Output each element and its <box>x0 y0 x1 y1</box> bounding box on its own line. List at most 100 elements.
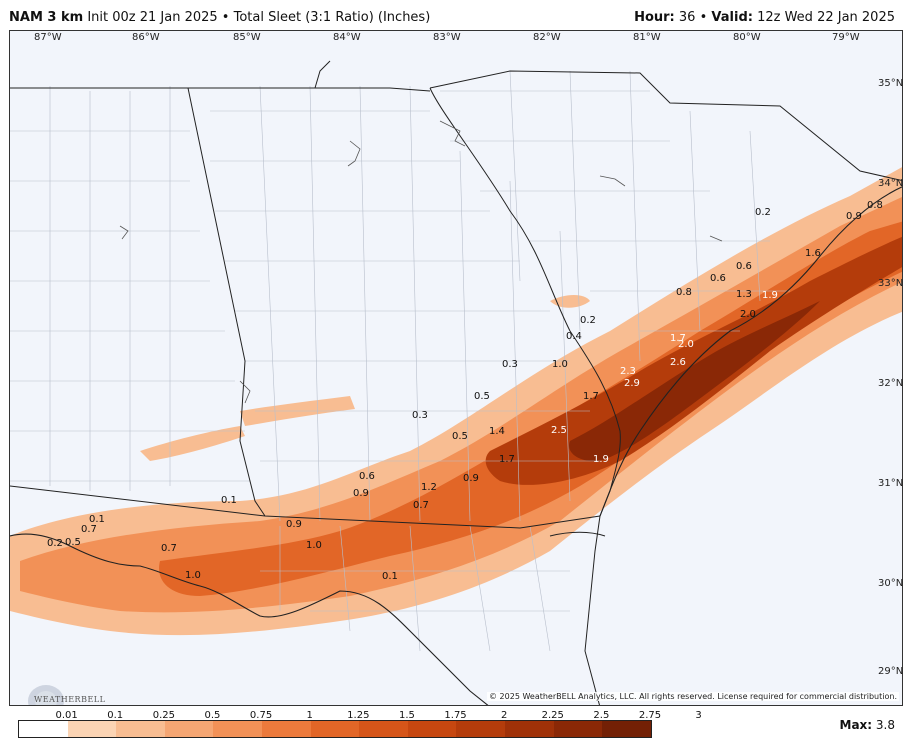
sleet-value-label: 0.9 <box>463 473 479 484</box>
color-scale-swatch <box>407 721 457 737</box>
sleet-value-label: 1.7 <box>670 333 686 344</box>
map-panel: 0.2 0.9 0.8 1.6 0.6 0.6 0.8 1.3 1.9 2.0 0.2 0.4 1.7 2… <box>9 30 903 706</box>
sleet-value-label: 0.2 <box>755 207 771 218</box>
lat-label: 29°N <box>878 666 904 677</box>
lon-label: 87°W <box>34 32 62 43</box>
color-scale-swatch <box>67 721 117 737</box>
lon-label: 79°W <box>832 32 860 43</box>
sleet-value-label: 0.2 <box>47 538 63 549</box>
sleet-value-label: 1.0 <box>185 570 201 581</box>
color-scale-bar <box>18 720 652 738</box>
sleet-value-label: 0.6 <box>359 471 375 482</box>
color-scale-tick-label: 3 <box>695 710 702 721</box>
sleet-value-label: 0.6 <box>710 273 726 284</box>
sleet-value-label: 0.6 <box>736 261 752 272</box>
lat-label: 32°N <box>878 378 904 389</box>
sleet-value-label: 1.4 <box>489 426 505 437</box>
lon-label: 82°W <box>533 32 561 43</box>
max-value: Max: 3.8 <box>840 718 896 732</box>
color-scale-tick-label: 2.75 <box>638 710 662 721</box>
sleet-value-label: 0.3 <box>412 410 428 421</box>
value-labels: 0.2 0.9 0.8 1.6 0.6 0.6 0.8 1.3 1.9 2.0 0.2 0.4 1.7 2… <box>47 200 883 582</box>
color-scale-tick-label: 0.01 <box>55 710 78 721</box>
color-scale-tick-label: 2.5 <box>593 710 610 721</box>
color-scale-tick-label: 2 <box>500 710 508 721</box>
sleet-value-label: 0.8 <box>867 200 883 211</box>
sleet-value-label: 2.5 <box>551 425 567 436</box>
sleet-value-label: 0.5 <box>452 431 468 442</box>
color-scale-swatch <box>456 721 506 737</box>
sleet-value-label: 1.2 <box>421 482 437 493</box>
lon-label: 81°W <box>633 32 661 43</box>
color-scale-tick-label: 2.25 <box>541 710 564 721</box>
lat-label: 34°N <box>878 178 904 189</box>
color-scale-swatch <box>116 721 165 737</box>
model-name: NAM 3 km <box>9 10 84 25</box>
color-scale-tick-label: 0.5 <box>204 710 221 721</box>
sleet-value-label: 0.1 <box>89 514 105 525</box>
lon-label: 80°W <box>733 32 761 43</box>
max-label: Max: <box>839 718 873 732</box>
sleet-value-label: 0.9 <box>846 211 862 222</box>
sleet-value-label: 0.8 <box>676 287 692 298</box>
lat-label: 35°N <box>878 78 904 89</box>
sleet-value-label: 0.4 <box>566 331 582 342</box>
sleet-value-label: 0.1 <box>221 495 237 506</box>
state-borders <box>10 60 902 705</box>
valid-label: Valid: <box>711 10 753 25</box>
title-left: NAM 3 km Init 00z 21 Jan 2025 • Total Sl… <box>9 10 431 25</box>
header-bar: NAM 3 km Init 00z 21 Jan 2025 • Total Sl… <box>0 0 913 30</box>
county-lines <box>10 70 790 652</box>
coastline <box>10 186 902 705</box>
sleet-swath <box>10 167 902 636</box>
color-scale-swatch <box>553 721 603 737</box>
lakes <box>119 120 723 404</box>
sleet-value-label: 0.5 <box>474 391 490 402</box>
color-scale-tick-label: 1.25 <box>347 710 370 721</box>
color-scale-tick-label: 0.25 <box>152 710 175 721</box>
sleet-value-label: 2.6 <box>670 357 686 368</box>
lon-label: 86°W <box>132 32 160 43</box>
color-scale-swatch <box>359 721 408 737</box>
color-scale-tick-label: 0.1 <box>107 710 124 721</box>
color-scale-tick-label: 1.75 <box>444 710 467 721</box>
weatherbell-logo-icon <box>28 685 64 705</box>
sleet-value-label: 1.0 <box>306 540 322 551</box>
sleet-value-label: 1.9 <box>593 454 609 465</box>
sleet-value-label: 0.9 <box>286 519 302 530</box>
copyright-notice: © 2025 WeatherBELL Analytics, LLC. All r… <box>487 692 899 701</box>
color-scale-swatch <box>213 721 263 737</box>
lat-label: 31°N <box>878 478 904 489</box>
color-scale-tick-label: 1.5 <box>398 710 415 721</box>
sleet-value-label: 1.7 <box>583 391 599 402</box>
lat-label: 30°N <box>878 578 904 589</box>
color-scale-tick-label: 1 <box>306 710 313 721</box>
sleet-value-label: 1.9 <box>762 290 778 301</box>
max-number: 3.8 <box>875 718 895 732</box>
color-scale-swatch <box>262 721 311 737</box>
sleet-value-label: 1.3 <box>736 289 752 300</box>
sleet-value-label: 0.9 <box>353 488 369 499</box>
color-scale-swatch <box>602 721 651 737</box>
lon-label: 83°W <box>433 32 461 43</box>
color-scale-swatch <box>19 721 68 737</box>
sleet-value-label: 0.7 <box>161 543 177 554</box>
sleet-value-label: 2.3 <box>620 366 636 377</box>
sleet-value-label: 1.6 <box>805 248 821 259</box>
sleet-value-label: 2.0 <box>740 309 756 320</box>
color-scale-tick-label: 0.75 <box>249 710 273 721</box>
valid-time: 12z Wed 22 Jan 2025 <box>757 10 895 25</box>
logo <box>24 681 84 705</box>
map-canvas: 0.2 0.9 0.8 1.6 0.6 0.6 0.8 1.3 1.9 2.0 0.2 0.4 1.7 2… <box>10 31 902 705</box>
sleet-value-label: 1.0 <box>552 359 568 370</box>
sleet-value-label: 2.9 <box>624 378 640 389</box>
sleet-value-label: 0.7 <box>413 500 429 511</box>
color-scale-swatch <box>310 721 360 737</box>
title-right: Hour: 36 • Valid: 12z Wed 22 Jan 2025 <box>634 10 895 25</box>
sleet-value-label: 1.7 <box>499 454 515 465</box>
init-time: Init 00z 21 Jan 2025 <box>87 10 218 25</box>
logo-text: WEATHERBELL <box>34 695 106 704</box>
sleet-value-label: 0.3 <box>502 359 518 370</box>
sleet-value-label: 0.1 <box>382 571 398 582</box>
hour-label: Hour: <box>634 10 675 25</box>
